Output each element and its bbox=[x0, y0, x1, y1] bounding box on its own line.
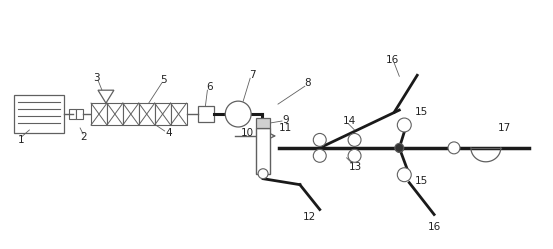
Text: 13: 13 bbox=[349, 162, 362, 172]
Bar bbox=[69, 109, 76, 119]
Bar bbox=[256, 128, 270, 174]
Text: 15: 15 bbox=[415, 107, 428, 117]
Bar bbox=[123, 103, 139, 125]
Bar bbox=[76, 109, 83, 119]
Text: 3: 3 bbox=[93, 73, 100, 83]
Bar bbox=[107, 103, 123, 125]
Bar bbox=[14, 95, 64, 133]
Polygon shape bbox=[98, 90, 114, 103]
Bar bbox=[155, 103, 170, 125]
Text: 4: 4 bbox=[165, 128, 172, 138]
Circle shape bbox=[397, 118, 411, 132]
Bar bbox=[91, 103, 107, 125]
Circle shape bbox=[258, 169, 268, 179]
Text: 16: 16 bbox=[427, 222, 441, 232]
Text: 10: 10 bbox=[241, 128, 254, 138]
Text: 14: 14 bbox=[343, 116, 356, 126]
Bar bbox=[170, 103, 186, 125]
Bar bbox=[199, 106, 215, 122]
Circle shape bbox=[348, 133, 361, 146]
Text: 16: 16 bbox=[386, 55, 399, 65]
Circle shape bbox=[314, 133, 326, 146]
Text: 11: 11 bbox=[278, 123, 291, 133]
Bar bbox=[256, 118, 270, 128]
Text: 9: 9 bbox=[283, 115, 289, 125]
Circle shape bbox=[397, 168, 411, 182]
Text: 8: 8 bbox=[305, 78, 311, 88]
Circle shape bbox=[225, 101, 251, 127]
Text: 1: 1 bbox=[18, 135, 25, 145]
Text: 2: 2 bbox=[80, 132, 86, 142]
Text: 6: 6 bbox=[206, 82, 213, 92]
Text: 12: 12 bbox=[303, 212, 316, 222]
Circle shape bbox=[314, 149, 326, 162]
Circle shape bbox=[348, 149, 361, 162]
Circle shape bbox=[395, 143, 404, 152]
Text: 17: 17 bbox=[498, 123, 512, 133]
Circle shape bbox=[448, 142, 460, 154]
Text: 15: 15 bbox=[415, 176, 428, 186]
Text: 5: 5 bbox=[160, 75, 167, 85]
Text: 7: 7 bbox=[249, 70, 255, 80]
Bar bbox=[139, 103, 155, 125]
